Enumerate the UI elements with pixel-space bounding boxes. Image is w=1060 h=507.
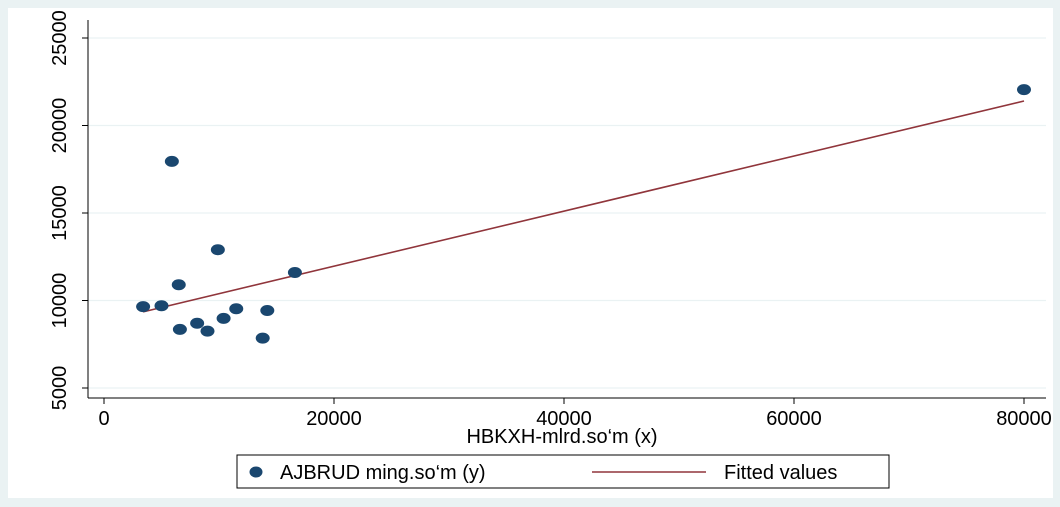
data-point bbox=[229, 303, 244, 315]
x-tick-label: 60000 bbox=[766, 408, 822, 430]
x-axis-title: HBKXH-mlrd.so‘m (x) bbox=[466, 426, 657, 448]
data-point bbox=[216, 312, 231, 324]
y-tick-label: 5000 bbox=[49, 366, 71, 411]
fitted-line bbox=[142, 100, 1025, 313]
x-tick-label: 80000 bbox=[996, 408, 1052, 430]
y-axis-ticks: 5000 10000 15000 20000 25000 bbox=[49, 10, 88, 410]
y-tick-label: 10000 bbox=[49, 273, 71, 329]
data-point bbox=[210, 244, 225, 256]
x-tick-label: 40000 bbox=[536, 408, 592, 430]
data-point bbox=[164, 155, 179, 167]
plot-region bbox=[88, 20, 1046, 398]
x-axis-ticks: 0 20000 40000 60000 80000 bbox=[98, 398, 1052, 430]
y-tick-label: 15000 bbox=[49, 185, 71, 241]
legend-label-scatter: AJBRUD ming.so‘m (y) bbox=[280, 462, 486, 484]
data-point bbox=[172, 323, 187, 335]
y-gridlines bbox=[88, 37, 1046, 389]
legend-label-fitted: Fitted values bbox=[724, 462, 837, 484]
data-point bbox=[136, 301, 151, 313]
data-point bbox=[154, 300, 169, 312]
legend: AJBRUD ming.so‘m (y) Fitted values bbox=[236, 454, 890, 489]
x-tick-label: 20000 bbox=[306, 408, 362, 430]
data-point bbox=[1017, 84, 1031, 96]
legend-box bbox=[236, 454, 890, 489]
series-layer bbox=[136, 84, 1031, 344]
axes bbox=[87, 20, 1046, 399]
data-point bbox=[260, 304, 275, 316]
legend-marker-scatter bbox=[249, 466, 263, 478]
y-tick-label: 25000 bbox=[49, 10, 71, 66]
y-tick-label: 20000 bbox=[49, 98, 71, 154]
data-point bbox=[200, 325, 215, 337]
data-point bbox=[171, 279, 186, 291]
x-tick-label: 0 bbox=[98, 408, 109, 430]
data-point bbox=[190, 317, 205, 329]
data-point bbox=[255, 332, 270, 344]
data-point bbox=[287, 267, 302, 278]
